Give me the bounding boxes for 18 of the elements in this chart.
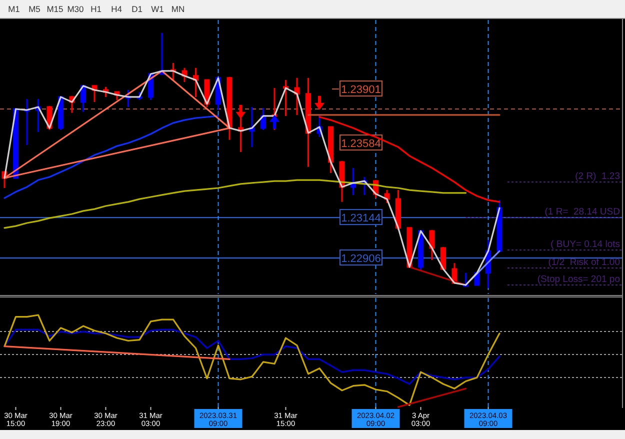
text: (2 R) 1.23 (575, 171, 620, 182)
annotation: 1.23584 (341, 138, 381, 150)
ref-line-label: 1.23144 (341, 212, 381, 225)
annotation: (1 R= 28.14 USD (544, 206, 620, 218)
text: H4 (111, 4, 122, 14)
text: (Stop Loss= 201 po (537, 274, 620, 285)
text: D1 (132, 4, 143, 14)
text: H1 (90, 4, 102, 14)
text: MN (171, 4, 185, 14)
text: (1/2 Risk of 1.00 (548, 257, 620, 268)
text: ( BUY= 0.14 lots (550, 239, 620, 250)
text: M5 (28, 4, 41, 14)
text: M30 (67, 4, 84, 14)
text: M15 (46, 4, 64, 14)
text: M1 (8, 4, 20, 14)
annotation: 1.23901 (341, 84, 381, 96)
ref-line-label: 1.22906 (341, 252, 381, 265)
text: W1 (151, 4, 164, 14)
